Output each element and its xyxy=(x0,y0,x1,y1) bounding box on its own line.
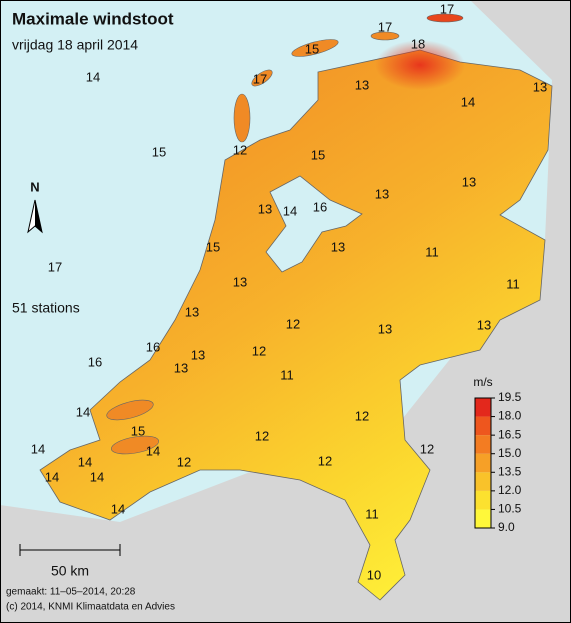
station-value: 13 xyxy=(191,347,205,362)
ijsselmeer xyxy=(265,175,363,273)
island xyxy=(291,39,339,57)
station-value: 12 xyxy=(233,142,247,157)
station-value: 12 xyxy=(355,408,369,423)
station-value: 14 xyxy=(283,203,297,218)
legend-swatch xyxy=(475,490,491,510)
legend-swatch xyxy=(475,398,491,417)
station-value: 13 xyxy=(477,317,491,332)
station-value: 15 xyxy=(152,144,166,159)
station-value: 12 xyxy=(252,343,266,358)
station-value: 13 xyxy=(355,77,369,92)
legend-tick-label: 9.0 xyxy=(498,520,515,534)
station-value: 15 xyxy=(206,239,220,254)
legend-tick-label: 19.5 xyxy=(498,390,522,404)
station-value: 14 xyxy=(111,501,125,516)
legend-tick-label: 16.5 xyxy=(498,427,522,441)
legend-swatch xyxy=(475,416,491,436)
legend-tick-label: 15.0 xyxy=(498,446,522,460)
station-value: 14 xyxy=(90,469,104,484)
station-value: 11 xyxy=(280,367,294,382)
station-value: 17 xyxy=(48,259,62,274)
station-value: 14 xyxy=(45,469,59,484)
legend-swatch xyxy=(475,509,491,528)
island xyxy=(233,93,251,143)
station-value: 13 xyxy=(258,201,272,216)
station-value: 12 xyxy=(420,441,434,456)
station-value: 17 xyxy=(253,71,267,86)
legend-swatch xyxy=(475,472,491,491)
station-value: 14 xyxy=(31,441,45,456)
north-arrow xyxy=(35,200,42,232)
legend-swatch xyxy=(475,453,491,473)
station-value: 18 xyxy=(411,36,425,51)
station-value: 17 xyxy=(440,1,454,16)
station-value: 14 xyxy=(461,94,475,109)
station-value: 13 xyxy=(233,274,247,289)
footer-copyright: (c) 2014, KNMI Klimaatdata en Advies xyxy=(6,602,175,613)
island xyxy=(251,69,273,87)
scale-label: 50 km xyxy=(51,563,89,579)
island xyxy=(106,399,154,421)
legend-box xyxy=(474,397,492,529)
station-value: 13 xyxy=(174,360,188,375)
legend-tick-label: 13.5 xyxy=(498,464,522,478)
station-value: 13 xyxy=(533,79,547,94)
island xyxy=(426,13,464,23)
station-value: 13 xyxy=(462,174,476,189)
island xyxy=(370,31,400,41)
station-value: 12 xyxy=(255,428,269,443)
station-value: 13 xyxy=(331,239,345,254)
station-value: 11 xyxy=(425,244,439,259)
station-value: 13 xyxy=(375,186,389,201)
station-value: 15 xyxy=(305,41,319,56)
north-label: N xyxy=(30,179,39,194)
island xyxy=(111,435,159,455)
station-value: 14 xyxy=(86,69,100,84)
station-value: 12 xyxy=(177,454,191,469)
station-value: 14 xyxy=(78,454,92,469)
station-value: 17 xyxy=(378,19,392,34)
station-value: 16 xyxy=(146,339,160,354)
station-value: 16 xyxy=(88,354,102,369)
legend-unit: m/s xyxy=(473,375,492,389)
station-value: 10 xyxy=(367,567,381,582)
legend-tick-label: 10.5 xyxy=(498,502,522,516)
station-value: 12 xyxy=(286,316,300,331)
legend-tick-label: 12.0 xyxy=(498,483,522,497)
station-value: 13 xyxy=(378,321,392,336)
subtitle: vrijdag 18 april 2014 xyxy=(12,37,138,53)
legend-swatch xyxy=(475,435,491,454)
station-value: 15 xyxy=(311,147,325,162)
station-value: 14 xyxy=(76,404,90,419)
station-value: 14 xyxy=(146,443,160,458)
station-count: 51 stations xyxy=(12,300,80,316)
high-wind-area xyxy=(375,40,465,90)
station-value: 15 xyxy=(131,423,145,438)
footer-made: gemaakt: 11–05–2014, 20:28 xyxy=(6,587,136,598)
netherlands xyxy=(39,49,553,601)
station-value: 11 xyxy=(365,506,379,521)
station-value: 12 xyxy=(318,453,332,468)
title: Maximale windstoot xyxy=(12,9,174,28)
legend-tick-label: 18.0 xyxy=(498,409,522,423)
station-value: 11 xyxy=(506,276,520,291)
station-value: 13 xyxy=(185,304,199,319)
station-value: 16 xyxy=(313,199,327,214)
